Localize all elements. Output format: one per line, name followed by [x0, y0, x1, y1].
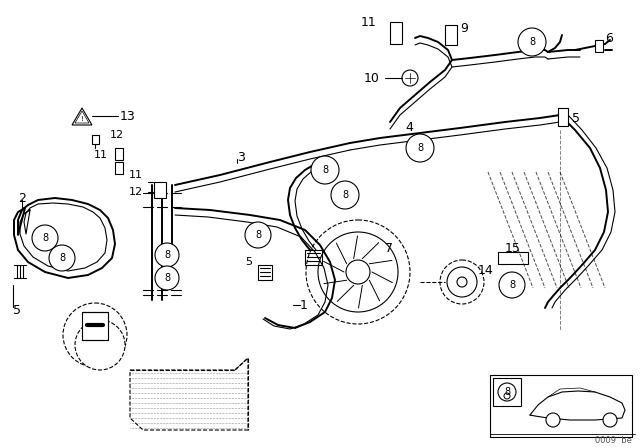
Circle shape: [155, 266, 179, 290]
Circle shape: [346, 260, 370, 284]
Text: 8: 8: [509, 280, 515, 290]
Circle shape: [245, 222, 271, 248]
Text: 14: 14: [478, 263, 493, 276]
Bar: [258, 265, 272, 280]
Text: 15: 15: [505, 241, 521, 254]
Text: 3: 3: [237, 151, 245, 164]
Text: 2: 2: [18, 191, 26, 204]
Bar: [390, 22, 402, 44]
Bar: [115, 162, 123, 174]
Circle shape: [63, 303, 127, 367]
Circle shape: [457, 277, 467, 287]
Bar: [305, 250, 322, 265]
Text: 8: 8: [42, 233, 48, 243]
Circle shape: [518, 28, 546, 56]
Text: 13: 13: [120, 109, 136, 122]
Text: 5: 5: [13, 303, 21, 316]
Circle shape: [546, 413, 560, 427]
Circle shape: [603, 413, 617, 427]
Circle shape: [75, 320, 125, 370]
Bar: [82, 312, 108, 340]
Bar: [498, 252, 528, 264]
Circle shape: [311, 156, 339, 184]
Text: 8: 8: [164, 250, 170, 260]
Text: 9: 9: [460, 22, 468, 34]
Circle shape: [498, 383, 516, 401]
Text: 11: 11: [129, 170, 143, 180]
Circle shape: [32, 225, 58, 251]
Text: 8: 8: [322, 165, 328, 175]
Text: 7: 7: [385, 241, 393, 254]
Text: !: !: [81, 116, 83, 122]
Circle shape: [402, 70, 418, 86]
Text: 8: 8: [164, 273, 170, 283]
Text: 5: 5: [245, 257, 252, 267]
Bar: [490, 375, 632, 437]
Text: 10: 10: [364, 72, 380, 85]
Circle shape: [499, 272, 525, 298]
Circle shape: [318, 232, 398, 312]
Bar: [115, 148, 123, 160]
Text: 8: 8: [529, 37, 535, 47]
Text: 8: 8: [417, 143, 423, 153]
Bar: [595, 40, 603, 52]
Text: 8: 8: [59, 253, 65, 263]
Circle shape: [49, 245, 75, 271]
Text: 12: 12: [129, 187, 143, 197]
Circle shape: [440, 260, 484, 304]
Text: 6: 6: [605, 31, 613, 44]
Circle shape: [331, 181, 359, 209]
Text: 8: 8: [342, 190, 348, 200]
Text: 11: 11: [94, 150, 108, 160]
Bar: [493, 378, 521, 406]
Text: 4: 4: [405, 121, 413, 134]
Text: 8: 8: [504, 387, 510, 397]
Circle shape: [504, 393, 510, 399]
Bar: [92, 135, 99, 144]
Bar: [154, 182, 166, 198]
Circle shape: [155, 243, 179, 267]
Text: 5: 5: [572, 112, 580, 125]
Text: 11: 11: [360, 16, 376, 29]
Circle shape: [406, 134, 434, 162]
Text: 8: 8: [255, 230, 261, 240]
Polygon shape: [72, 108, 92, 125]
Text: 0009  be: 0009 be: [595, 435, 632, 444]
Bar: [558, 108, 568, 126]
Text: 1: 1: [300, 298, 308, 311]
Circle shape: [447, 267, 477, 297]
Bar: [445, 25, 457, 45]
Circle shape: [306, 220, 410, 324]
Text: 12: 12: [110, 130, 124, 140]
